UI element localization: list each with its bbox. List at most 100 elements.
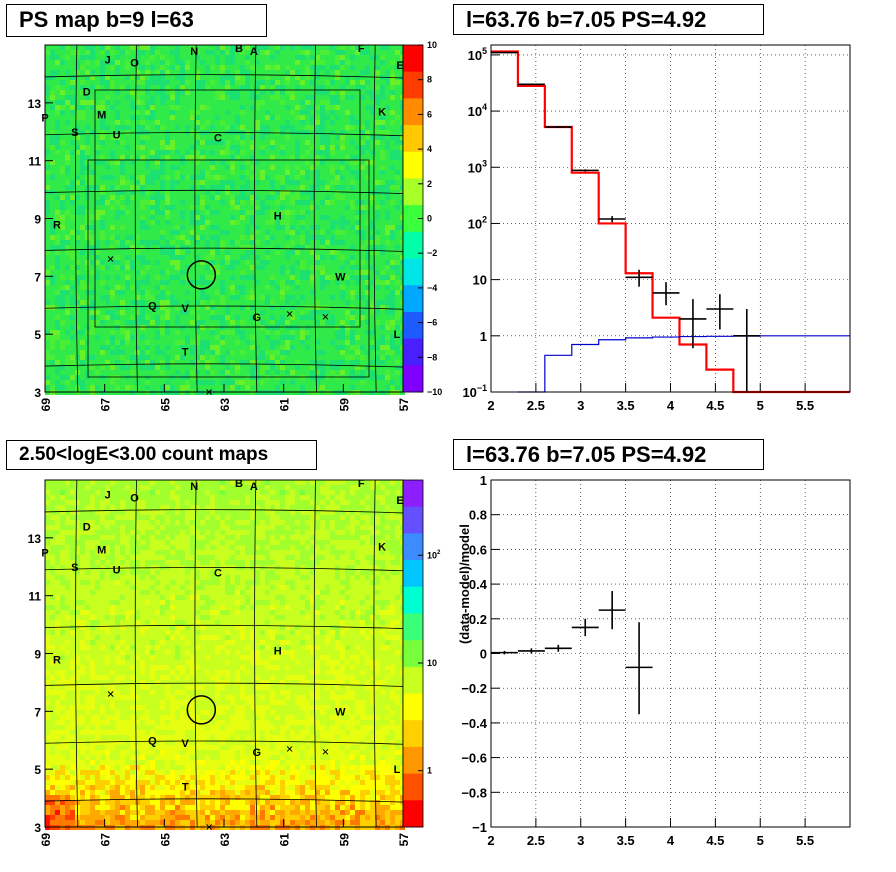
map-pixel: [250, 175, 255, 180]
map-pixel: [85, 290, 90, 295]
map-pixel: [295, 130, 300, 135]
map-pixel: [325, 375, 330, 380]
map-pixel: [230, 350, 235, 355]
map-pixel: [100, 95, 105, 100]
map-pixel: [305, 70, 310, 75]
map-pixel: [225, 50, 230, 55]
map-pixel: [310, 150, 315, 155]
map-pixel: [105, 80, 110, 85]
map-pixel: [105, 195, 110, 200]
map-pixel: [100, 65, 105, 70]
map-pixel: [190, 370, 195, 375]
map-pixel: [275, 335, 280, 340]
map-pixel: [270, 235, 275, 240]
map-pixel: [55, 350, 60, 355]
map-pixel: [125, 285, 130, 290]
map-pixel: [145, 90, 150, 95]
map-pixel: [205, 265, 210, 270]
map-pixel: [80, 375, 85, 380]
map-pixel: [130, 350, 135, 355]
map-pixel: [325, 380, 330, 385]
map-pixel: [205, 340, 210, 345]
map-pixel: [220, 150, 225, 155]
map-pixel: [345, 140, 350, 145]
map-pixel: [265, 380, 270, 385]
map-pixel: [135, 315, 140, 320]
map-pixel: [295, 250, 300, 255]
map-pixel: [315, 375, 320, 380]
map-pixel: [210, 80, 215, 85]
map-pixel: [95, 155, 100, 160]
map-pixel: [250, 245, 255, 250]
map-pixel: [265, 305, 270, 310]
map-pixel: [105, 255, 110, 260]
map-pixel: [180, 265, 185, 270]
map-pixel: [135, 295, 140, 300]
map-pixel: [235, 290, 240, 295]
map-pixel: [285, 230, 290, 235]
map-pixel: [260, 175, 265, 180]
map-pixel: [70, 215, 75, 220]
map-pixel: [50, 135, 55, 140]
map-pixel: [195, 330, 200, 335]
map-pixel: [335, 90, 340, 95]
map-pixel: [75, 205, 80, 210]
map-pixel: [140, 50, 145, 55]
map-pixel: [245, 70, 250, 75]
map-pixel: [150, 320, 155, 325]
map-pixel: [165, 155, 170, 160]
map-pixel: [360, 95, 365, 100]
map-pixel: [65, 60, 70, 65]
map-pixel: [130, 325, 135, 330]
map-pixel: [180, 385, 185, 390]
map-pixel: [60, 250, 65, 255]
map-pixel: [255, 290, 260, 295]
map-pixel: [90, 120, 95, 125]
map-pixel: [45, 160, 50, 165]
map-pixel: [120, 195, 125, 200]
map-pixel: [335, 255, 340, 260]
map-pixel: [180, 350, 185, 355]
map-pixel: [270, 140, 275, 145]
map-pixel: [45, 245, 50, 250]
map-pixel: [170, 180, 175, 185]
map-pixel: [70, 220, 75, 225]
map-pixel: [105, 90, 110, 95]
map-pixel: [45, 165, 50, 170]
map-pixel: [290, 175, 295, 180]
map-pixel: [140, 200, 145, 205]
map-pixel: [170, 245, 175, 250]
map-pixel: [305, 75, 310, 80]
map-pixel: [140, 350, 145, 355]
map-pixel: [80, 220, 85, 225]
map-pixel: [385, 375, 390, 380]
map-pixel: [275, 340, 280, 345]
map-pixel: [60, 295, 65, 300]
map-pixel: [350, 70, 355, 75]
map-pixel: [105, 65, 110, 70]
map-pixel: [395, 220, 400, 225]
map-pixel: [345, 55, 350, 60]
map-pixel: [265, 100, 270, 105]
map-pixel: [355, 270, 360, 275]
map-pixel: [380, 140, 385, 145]
map-pixel: [185, 230, 190, 235]
map-pixel: [105, 220, 110, 225]
map-pixel: [100, 275, 105, 280]
map-pixel: [295, 245, 300, 250]
map-pixel: [260, 375, 265, 380]
map-pixel: [170, 365, 175, 370]
map-pixel: [210, 370, 215, 375]
map-pixel: [380, 180, 385, 185]
map-pixel: [195, 65, 200, 70]
map-pixel: [120, 345, 125, 350]
map-pixel: [90, 165, 95, 170]
map-pixel: [355, 280, 360, 285]
map-pixel: [90, 90, 95, 95]
map-pixel: [120, 305, 125, 310]
map-pixel: [215, 325, 220, 330]
map-pixel: [165, 90, 170, 95]
map-pixel: [100, 235, 105, 240]
map-pixel: [375, 50, 380, 55]
map-pixel: [280, 230, 285, 235]
